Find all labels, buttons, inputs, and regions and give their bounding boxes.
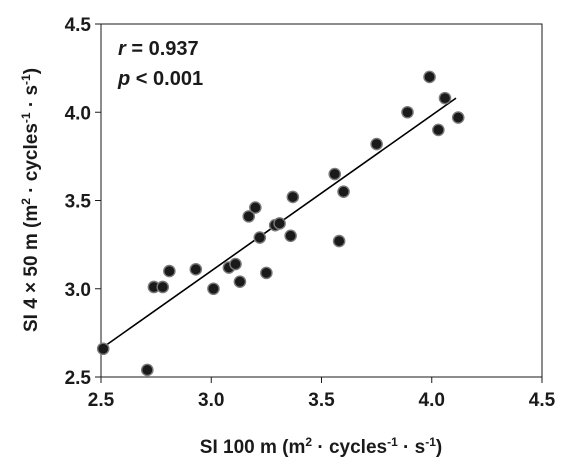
data-point xyxy=(432,123,445,137)
data-point xyxy=(438,91,452,105)
data-point xyxy=(163,264,176,278)
y-axis: 2.5 3.0 3.5 4.0 4.5 xyxy=(65,15,101,389)
x-tick-label: 4.0 xyxy=(419,390,445,411)
correlation-annotation: r = 0.937 xyxy=(118,38,199,60)
x-tick-label: 4.5 xyxy=(529,390,556,411)
data-point xyxy=(370,137,383,151)
data-point xyxy=(189,263,203,276)
data-point xyxy=(273,217,286,230)
data-point xyxy=(328,167,342,181)
data-point xyxy=(207,282,220,296)
data-point xyxy=(332,234,346,248)
data-point xyxy=(141,363,154,377)
data-point xyxy=(286,190,300,204)
data-point xyxy=(337,185,350,198)
data-point xyxy=(260,266,273,280)
p-value-annotation: p < 0.001 xyxy=(117,68,203,90)
y-axis-title: SI 4 × 50 m (m2 · cycles-1 · s-1) xyxy=(19,68,42,332)
y-tick-label: 4.5 xyxy=(65,15,92,36)
data-point xyxy=(401,105,414,119)
y-tick-label: 3.0 xyxy=(65,280,91,301)
data-point xyxy=(233,275,247,288)
y-tick-label: 4.0 xyxy=(65,103,91,124)
x-tick-label: 2.5 xyxy=(88,390,115,411)
data-point xyxy=(451,111,465,124)
data-points xyxy=(96,70,465,377)
y-tick-label: 2.5 xyxy=(65,368,92,389)
data-point xyxy=(229,257,242,271)
x-tick-label: 3.5 xyxy=(308,390,335,411)
x-axis: 2.5 3.0 3.5 4.0 4.5 xyxy=(88,377,556,411)
data-point xyxy=(253,231,267,244)
data-point xyxy=(96,342,110,356)
data-point xyxy=(242,210,256,223)
y-tick-label: 3.5 xyxy=(65,192,92,213)
x-tick-label: 3.0 xyxy=(198,390,224,411)
x-axis-title: SI 100 m (m2 · cycles-1 · s-1) xyxy=(200,435,442,458)
data-point xyxy=(423,70,436,84)
data-point xyxy=(249,201,262,214)
data-point xyxy=(284,229,297,243)
data-point xyxy=(156,280,170,294)
